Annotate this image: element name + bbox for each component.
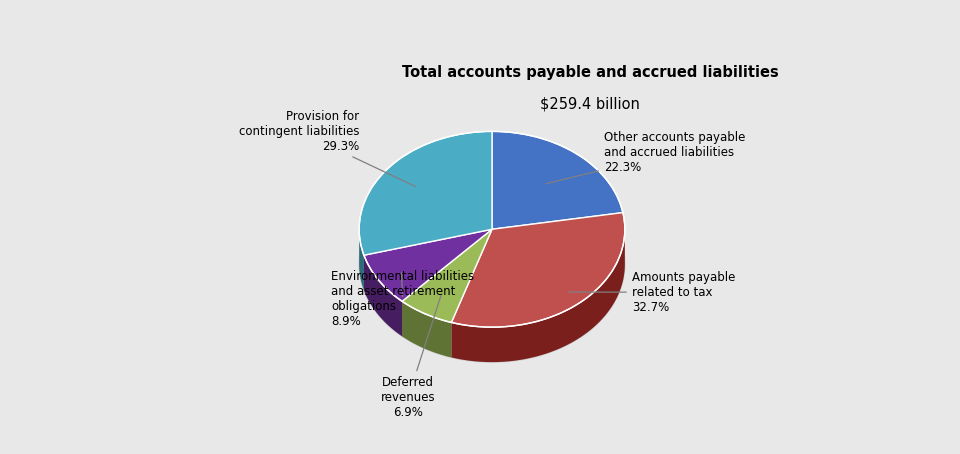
PathPatch shape (359, 131, 492, 255)
Text: Total accounts payable and accrued liabilities: Total accounts payable and accrued liabi… (401, 65, 779, 80)
PathPatch shape (492, 131, 623, 229)
PathPatch shape (451, 212, 625, 327)
Text: Provision for
contingent liabilities
29.3%: Provision for contingent liabilities 29.… (239, 110, 416, 187)
Text: Deferred
revenues
6.9%: Deferred revenues 6.9% (381, 296, 441, 419)
Polygon shape (364, 255, 402, 336)
PathPatch shape (402, 229, 492, 322)
PathPatch shape (364, 229, 492, 301)
Text: Environmental liabilities
and asset retirement
obligations
8.9%: Environmental liabilities and asset reti… (331, 270, 474, 328)
Text: $259.4 billion: $259.4 billion (540, 96, 639, 111)
Polygon shape (402, 301, 451, 357)
Polygon shape (451, 230, 625, 362)
Ellipse shape (359, 166, 625, 362)
Text: Other accounts payable
and accrued liabilities
22.3%: Other accounts payable and accrued liabi… (546, 131, 745, 184)
Polygon shape (359, 231, 364, 290)
Text: Amounts payable
related to tax
32.7%: Amounts payable related to tax 32.7% (569, 271, 735, 314)
